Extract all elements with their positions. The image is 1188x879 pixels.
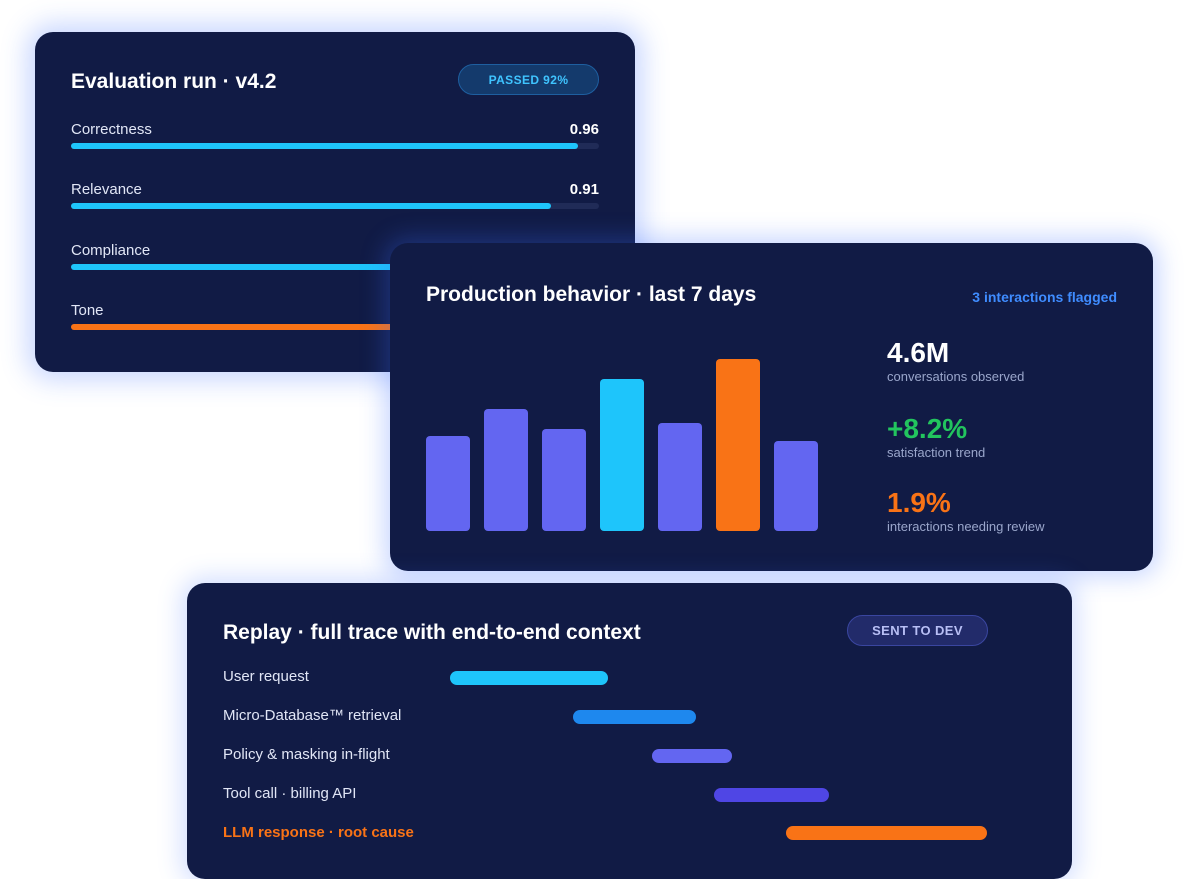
metric-track [71, 264, 599, 270]
stat-value: 1.9% [887, 487, 951, 518]
stat-conversations: 4.6M conversations observed [887, 337, 1024, 385]
stat-caption: interactions needing review [887, 519, 1045, 534]
evaluation-title: Evaluation run · v4.2 [71, 70, 277, 93]
metric-value: 0.91 [569, 181, 599, 198]
trace-label-tool-call: Tool call · billing API [223, 785, 357, 802]
metric-fill [71, 203, 552, 209]
evaluation-card: Evaluation run · v4.2 PASSED 92% Correct… [35, 32, 635, 372]
metric-value: 0.96 [569, 121, 599, 138]
day-bar-3 [542, 429, 586, 531]
day-bar-7 [774, 441, 818, 531]
metric-correctness: Correctness 0.96 [71, 121, 599, 155]
stat-caption: satisfaction trend [887, 445, 986, 460]
stat-satisfaction: +8.2% satisfaction trend [887, 413, 985, 461]
stat-review: 1.9% interactions needing review [887, 487, 1045, 535]
metric-label: Relevance [71, 181, 142, 198]
metric-track [71, 324, 599, 330]
metric-tone: Tone [71, 302, 599, 336]
trace-span-2 [572, 710, 696, 724]
production-card: Production behavior · last 7 days 3 inte… [390, 243, 1153, 571]
metric-track [71, 203, 599, 209]
trace-span-3 [652, 749, 732, 763]
metric-label: Tone [71, 302, 104, 319]
sent-to-dev-badge: SENT TO DEV [847, 615, 988, 646]
flagged-interactions-link[interactable]: 3 interactions flagged [972, 289, 1117, 305]
trace-span-5 [785, 826, 987, 840]
day-bar-1 [426, 436, 470, 531]
production-title: Production behavior · last 7 days [426, 283, 757, 306]
stat-value: +8.2% [887, 413, 968, 444]
metric-fill [71, 324, 526, 330]
day-bar-4 [600, 379, 644, 531]
metric-fill [71, 264, 573, 270]
day-bar-5 [658, 423, 702, 531]
trace-span-4 [714, 788, 830, 802]
stat-caption: conversations observed [887, 369, 1025, 384]
trace-label-user-request: User request [223, 668, 309, 685]
day-bar-6 [716, 359, 760, 531]
trace-span-1 [450, 671, 608, 685]
trace-label-llm-response: LLM response · root cause [223, 824, 414, 841]
trace-label-policy: Policy & masking in-flight [223, 746, 390, 763]
metric-label: Compliance [71, 242, 151, 259]
trace-label-retrieval: Micro-Database™ retrieval [223, 707, 402, 724]
metric-track [71, 143, 599, 149]
passed-badge: PASSED 92% [458, 64, 599, 95]
metric-compliance: Compliance [71, 242, 599, 276]
replay-title: Replay · full trace with end-to-end cont… [223, 621, 641, 644]
metric-label: Correctness [71, 121, 152, 138]
metric-fill [71, 143, 578, 149]
replay-card: Replay · full trace with end-to-end cont… [187, 583, 1072, 879]
metric-relevance: Relevance 0.91 [71, 181, 599, 215]
day-bar-2 [484, 409, 528, 531]
stat-value: 4.6M [887, 337, 950, 368]
